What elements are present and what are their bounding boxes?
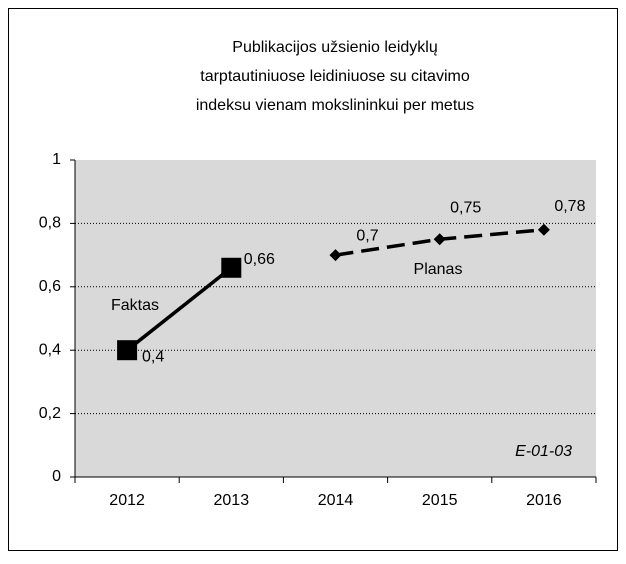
y-tick-label: 0,2 xyxy=(39,405,61,422)
data-label: 0,4 xyxy=(142,348,164,365)
marker xyxy=(537,223,550,236)
y-tick-label: 0,6 xyxy=(39,278,61,295)
x-tick-label: 2014 xyxy=(318,492,354,509)
y-tick-label: 0,8 xyxy=(39,215,61,232)
x-tick-label: 2015 xyxy=(422,492,458,509)
series-name: Faktas xyxy=(111,297,159,314)
x-tick-label: 2013 xyxy=(214,492,250,509)
plot-area xyxy=(75,160,596,477)
annotation: E-01-03 xyxy=(515,443,572,460)
y-tick-label: 0 xyxy=(52,468,61,485)
y-tick-label: 1 xyxy=(52,151,61,168)
marker xyxy=(221,257,242,278)
marker xyxy=(329,249,342,262)
series-line xyxy=(126,266,233,352)
chart-title: indeksu vienam mokslininkui per metus xyxy=(196,97,474,114)
data-label: 0,75 xyxy=(450,199,481,216)
data-label: 0,78 xyxy=(554,198,585,215)
x-tick-label: 2012 xyxy=(109,492,145,509)
data-label: 0,66 xyxy=(244,251,275,268)
x-tick-label: 2016 xyxy=(526,492,562,509)
data-label: 0,7 xyxy=(356,227,378,244)
chart-title: Publikacijos užsienio leidyklų xyxy=(232,39,438,56)
series-name: Planas xyxy=(414,261,463,278)
marker xyxy=(117,340,138,361)
marker xyxy=(433,233,446,246)
y-tick-label: 0,4 xyxy=(39,341,61,358)
chart-title: tarptautiniuose leidiniuose su citavimo xyxy=(200,68,470,85)
